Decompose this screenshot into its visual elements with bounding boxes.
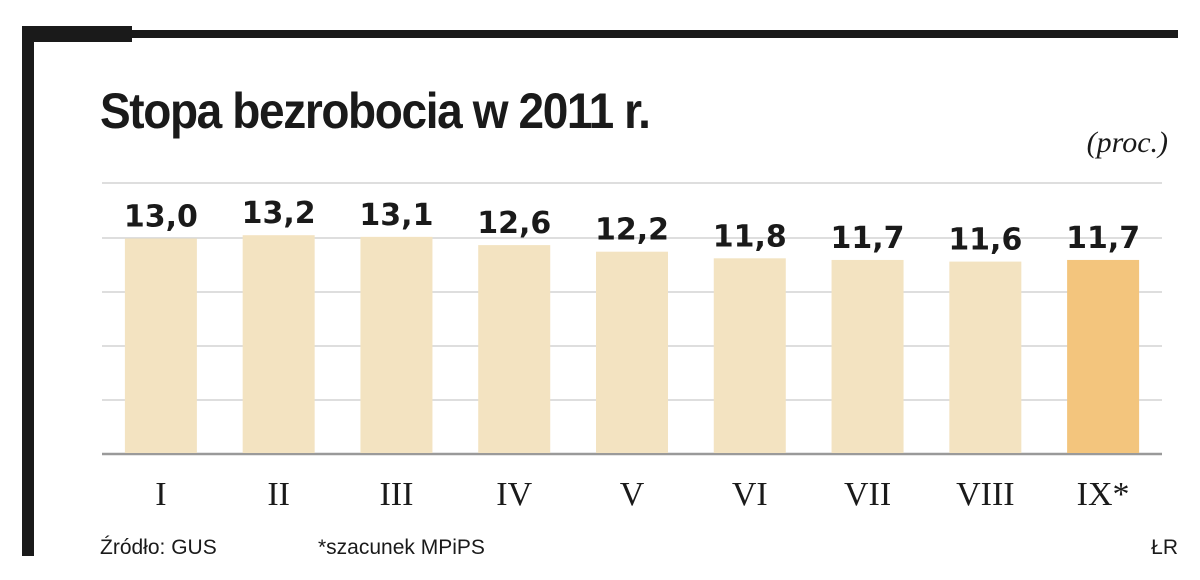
bar-i (124, 238, 197, 453)
value-label: 13,2 (242, 196, 316, 231)
bar-vi (713, 258, 786, 453)
bar-ii (242, 235, 315, 453)
value-label: 13,0 (124, 200, 198, 235)
category-label: IX* (1077, 476, 1130, 513)
value-labels: 13,0 13,2 13,1 12,6 12,2 11,8 11,7 11,6 11,7 (124, 196, 1140, 257)
bar-vii (831, 259, 904, 453)
value-label: 12,2 (595, 213, 669, 248)
bar-v (596, 251, 668, 453)
frame-left-rule (22, 26, 34, 556)
category-label: V (620, 476, 645, 513)
value-label: 12,6 (477, 206, 551, 241)
bar-ix (1067, 259, 1140, 453)
bar-viii (949, 261, 1022, 453)
value-label: 11,7 (1066, 221, 1140, 256)
category-label: III (379, 476, 413, 513)
bars (124, 235, 1140, 453)
source-note: Źródło: GUS (100, 536, 217, 559)
unit-label: (proc.) (1086, 126, 1168, 159)
value-label: 11,6 (948, 223, 1022, 258)
category-label: VII (844, 476, 891, 513)
category-label: I (155, 476, 166, 513)
value-label: 11,8 (713, 219, 787, 254)
value-label: 13,1 (359, 198, 433, 233)
estimate-note: *szacunek MPiPS (318, 536, 485, 559)
category-labels: I II III IV V VI VII VIII IX* (155, 476, 1129, 513)
value-label: 11,7 (831, 221, 905, 256)
category-label: VI (732, 476, 768, 513)
bar-iv (478, 245, 551, 453)
frame-top-rule (22, 30, 1178, 38)
bar-iii (360, 236, 433, 453)
category-label: IV (496, 476, 532, 513)
chart-title: Stopa bezrobocia w 2011 r. (100, 83, 651, 139)
category-label: VIII (956, 476, 1015, 513)
category-label: II (267, 476, 290, 513)
author-initials: ŁR (1151, 536, 1178, 559)
